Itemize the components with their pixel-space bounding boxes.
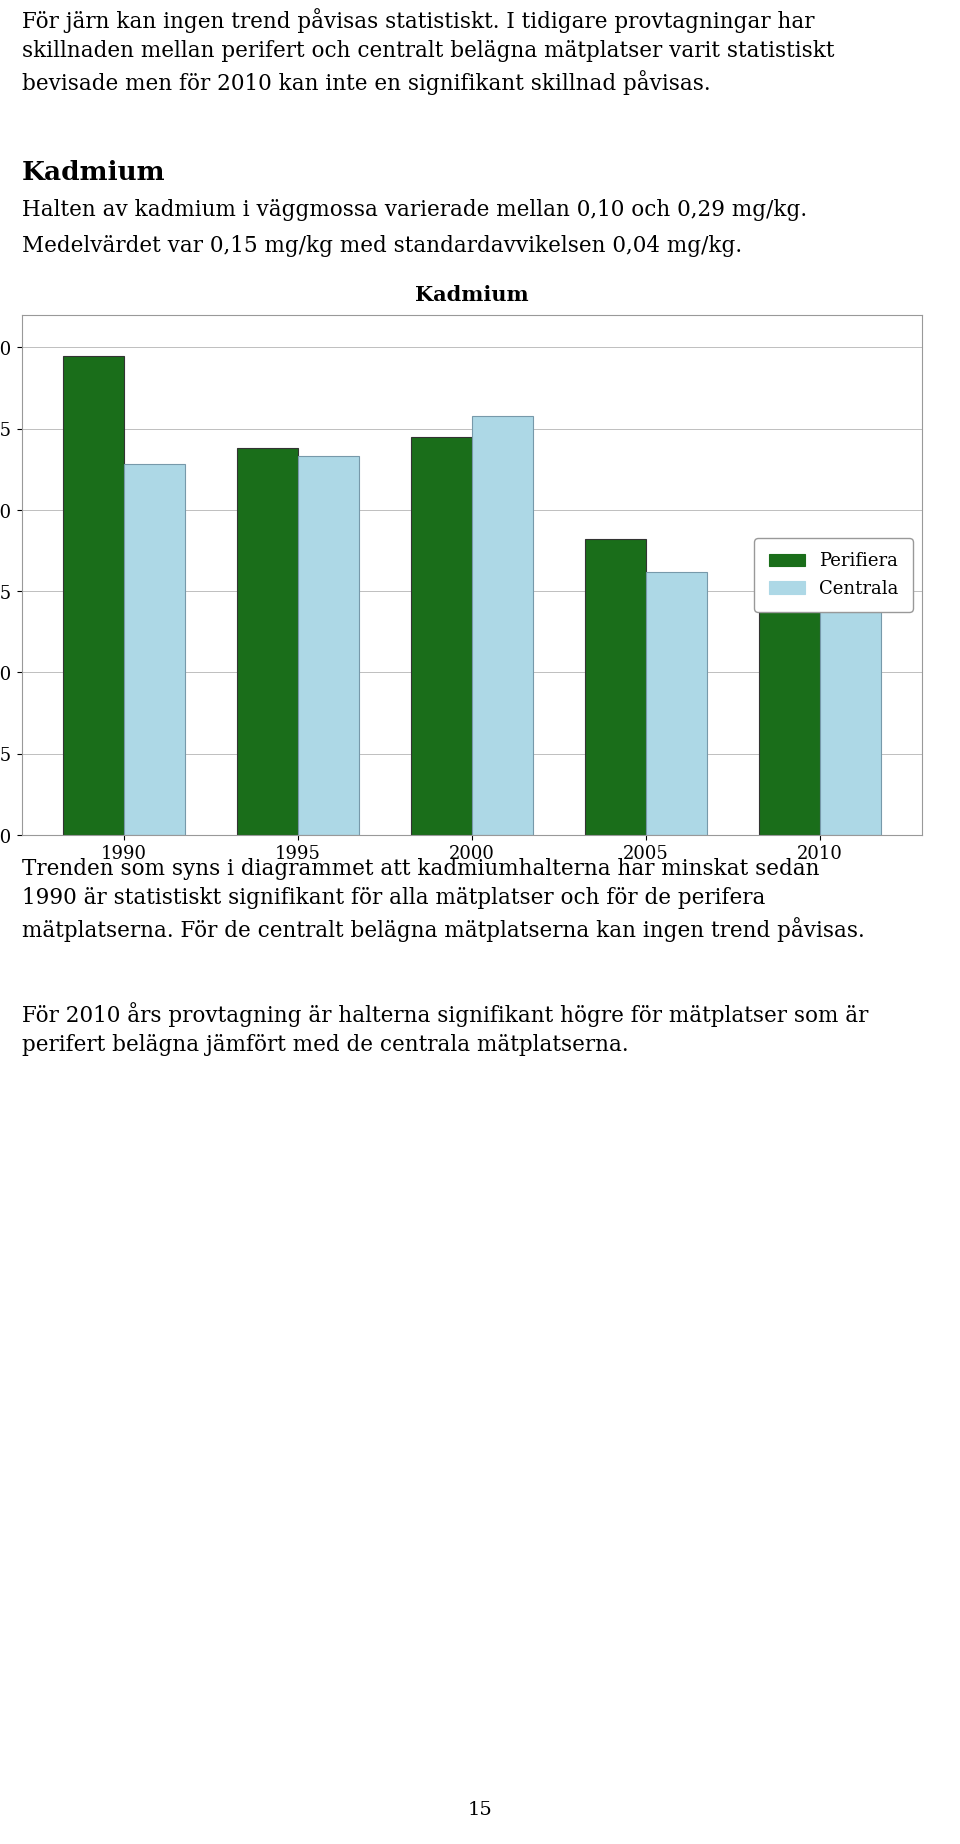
- Bar: [411, 437, 472, 835]
- Bar: [759, 551, 820, 835]
- Text: 15: 15: [468, 1802, 492, 1818]
- Legend: Perifiera, Centrala: Perifiera, Centrala: [755, 538, 913, 612]
- Bar: [646, 572, 707, 835]
- Bar: [472, 415, 533, 835]
- Bar: [237, 448, 298, 835]
- Text: Kadmium: Kadmium: [22, 160, 166, 184]
- Text: Halten av kadmium i väggmossa varierade mellan 0,10 och 0,29 mg/kg.: Halten av kadmium i väggmossa varierade …: [22, 199, 807, 221]
- Bar: [298, 455, 359, 835]
- Bar: [820, 612, 881, 835]
- Bar: [586, 538, 646, 835]
- Text: För järn kan ingen trend påvisas statistiskt. I tidigare provtagningar har
skill: För järn kan ingen trend påvisas statist…: [22, 7, 834, 94]
- Text: För 2010 års provtagning är halterna signifikant högre för mätplatser som är
per: För 2010 års provtagning är halterna sig…: [22, 1001, 869, 1057]
- Bar: [124, 465, 184, 835]
- Text: Trenden som syns i diagrammet att kadmiumhalterna har minskat sedan
1990 är stat: Trenden som syns i diagrammet att kadmiu…: [22, 857, 865, 942]
- Text: Medelvärdet var 0,15 mg/kg med standardavvikelsen 0,04 mg/kg.: Medelvärdet var 0,15 mg/kg med standarda…: [22, 234, 742, 256]
- Title: Kadmium: Kadmium: [415, 286, 529, 304]
- Bar: [63, 356, 124, 835]
